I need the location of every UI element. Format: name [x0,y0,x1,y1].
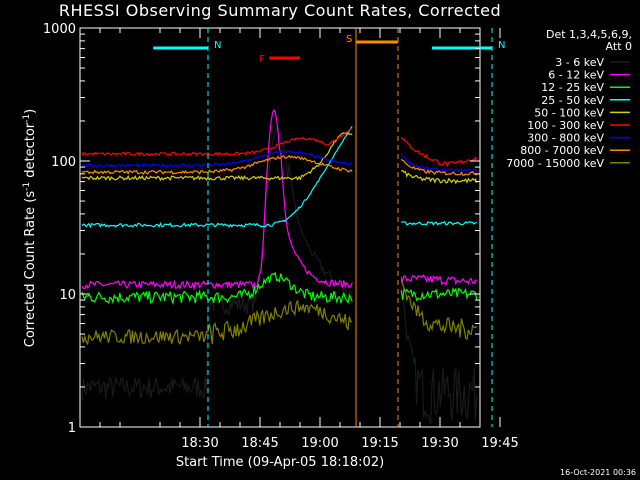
x-tick-label: 19:45 [481,436,518,451]
series-line-pre-5 [81,132,353,182]
series-line-pre-1 [81,127,353,400]
legend-entry-label: 100 - 300 keV [527,119,604,132]
series-line-pre-2 [81,108,353,291]
chart-title: RHESSI Observing Summary Count Rates, Co… [58,1,502,20]
y-axis-label-end: ) [23,109,38,114]
x-tick-label: 19:15 [361,436,398,451]
series-line-post-5 [400,169,478,185]
legend-entry-label: 12 - 25 keV [541,81,604,94]
legend-header: Det 1,3,4,5,6,9, [546,28,632,41]
axis-layer: 1 10 100 1000 18:30 18:45 19:00 19:15 19:30 19:45 [43,22,519,451]
y-tick-label: 1000 [43,22,76,37]
marker-layer: N N F S [153,28,505,427]
y-axis-label-mid: detector [23,122,38,182]
series-line-post-2 [400,274,478,287]
render-timestamp: 16-Oct-2021 00:36 [560,468,636,477]
series-line-pre-9 [81,300,353,346]
series-line-post-6 [400,136,478,168]
y-tick-label: 100 [51,155,76,170]
legend-entry-label: 7000 - 15000 keV [506,157,604,170]
series-line-pre-8 [81,154,353,175]
flag-label: F [259,54,265,65]
x-axis-label: Start Time (09-Apr-05 18:18:02) [176,455,384,470]
legend-entry-label: 6 - 12 keV [548,69,604,82]
x-tick-label: 19:30 [421,436,458,451]
series-line-post-7 [400,154,478,174]
series-line-pre-7 [81,149,353,168]
y-axis-label-sup1: -1 [22,182,32,191]
legend-entry-label: 50 - 100 keV [534,106,604,119]
series-line-post-1 [400,281,478,425]
series-line-post-8 [400,158,478,176]
series-line-post-4 [401,220,477,226]
series-line-post-9 [400,279,478,341]
series-line-pre-6 [81,128,353,157]
y-tick-label: 1 [68,421,76,436]
flag-label: S [346,34,352,45]
legend-header: Att 0 [606,40,632,53]
y-axis-label-main: Corrected Count Rate (s [23,191,38,348]
legend-entry-label: 25 - 50 keV [541,94,604,107]
y-axis-label: Corrected Count Rate (s-1 detector-1) [22,109,38,347]
flag-label: N [498,40,505,51]
legend-entry-label: 300 - 800 keV [527,132,604,145]
plot-frame [79,27,481,428]
x-tick-label: 18:30 [181,436,218,451]
series-layer [81,108,478,425]
legend-entry-label: 800 - 7000 keV [520,144,604,157]
series-line-pre-3 [81,271,353,306]
y-tick-label: 10 [59,288,76,303]
series-line-post-3 [400,287,478,302]
flag-label: N [214,40,221,51]
y-axis-label-sup2: -1 [22,114,32,123]
x-tick-label: 19:00 [301,436,338,451]
legend-entry-label: 3 - 6 keV [555,56,604,69]
x-tick-label: 18:45 [241,436,278,451]
series-line-pre-4 [81,125,353,229]
